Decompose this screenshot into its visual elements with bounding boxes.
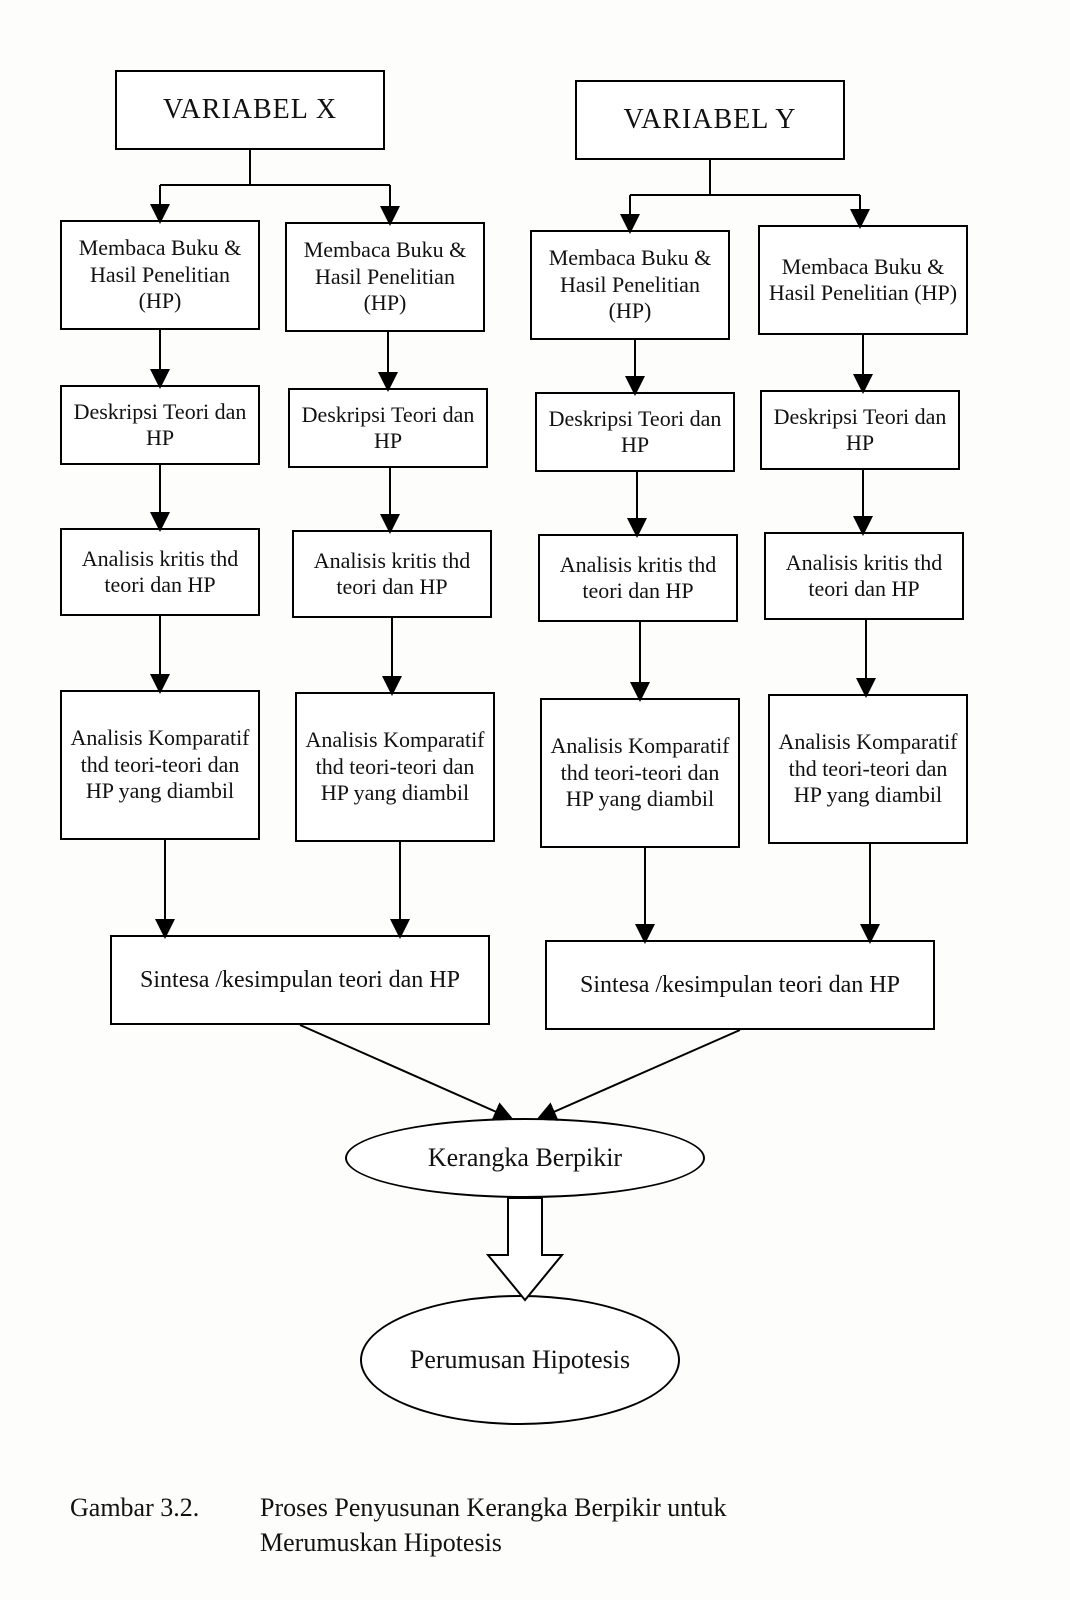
node-perumusan-hipotesis: Perumusan Hipotesis bbox=[360, 1295, 680, 1425]
node-membaca-3: Membaca Buku & Hasil Penelitian (HP) bbox=[530, 230, 730, 340]
label-analisis-komparatif-1: Analisis Komparatif thd teori-teori dan … bbox=[70, 725, 250, 804]
node-analisis-kritis-4: Analisis kritis thd teori dan HP bbox=[764, 532, 964, 620]
label-variabel-y: VARIABEL Y bbox=[623, 103, 796, 137]
node-membaca-1: Membaca Buku & Hasil Penelitian (HP) bbox=[60, 220, 260, 330]
node-analisis-kritis-2: Analisis kritis thd teori dan HP bbox=[292, 530, 492, 618]
node-kerangka-berpikir: Kerangka Berpikir bbox=[345, 1118, 705, 1198]
label-analisis-kritis-1: Analisis kritis thd teori dan HP bbox=[70, 546, 250, 599]
node-variabel-y: VARIABEL Y bbox=[575, 80, 845, 160]
node-analisis-komparatif-4: Analisis Komparatif thd teori-teori dan … bbox=[768, 694, 968, 844]
node-deskripsi-2: Deskripsi Teori dan HP bbox=[288, 388, 488, 468]
caption-text-line1: Proses Penyusunan Kerangka Berpikir untu… bbox=[260, 1490, 1020, 1525]
label-analisis-kritis-4: Analisis kritis thd teori dan HP bbox=[774, 550, 954, 603]
caption-text-line2: Merumuskan Hipotesis bbox=[260, 1525, 502, 1560]
node-membaca-2: Membaca Buku & Hasil Penelitian (HP) bbox=[285, 222, 485, 332]
label-deskripsi-4: Deskripsi Teori dan HP bbox=[770, 404, 950, 457]
label-membaca-3: Membaca Buku & Hasil Penelitian (HP) bbox=[540, 245, 720, 324]
label-sintesa-y: Sintesa /kesimpulan teori dan HP bbox=[580, 971, 900, 1000]
label-kerangka-berpikir: Kerangka Berpikir bbox=[428, 1142, 622, 1173]
label-analisis-komparatif-2: Analisis Komparatif thd teori-teori dan … bbox=[305, 727, 485, 806]
label-deskripsi-2: Deskripsi Teori dan HP bbox=[298, 402, 478, 455]
label-deskripsi-1: Deskripsi Teori dan HP bbox=[70, 399, 250, 452]
node-analisis-kritis-1: Analisis kritis thd teori dan HP bbox=[60, 528, 260, 616]
label-analisis-kritis-3: Analisis kritis thd teori dan HP bbox=[548, 552, 728, 605]
caption-label: Gambar 3.2. bbox=[70, 1490, 199, 1525]
node-deskripsi-4: Deskripsi Teori dan HP bbox=[760, 390, 960, 470]
page: VARIABEL X VARIABEL Y Membaca Buku & Has… bbox=[0, 0, 1070, 1600]
node-sintesa-x: Sintesa /kesimpulan teori dan HP bbox=[110, 935, 490, 1025]
node-sintesa-y: Sintesa /kesimpulan teori dan HP bbox=[545, 940, 935, 1030]
label-perumusan-hipotesis: Perumusan Hipotesis bbox=[410, 1344, 630, 1375]
label-membaca-2: Membaca Buku & Hasil Penelitian (HP) bbox=[295, 237, 475, 316]
label-analisis-kritis-2: Analisis kritis thd teori dan HP bbox=[302, 548, 482, 601]
label-membaca-4: Membaca Buku & Hasil Penelitian (HP) bbox=[768, 254, 958, 307]
node-analisis-komparatif-3: Analisis Komparatif thd teori-teori dan … bbox=[540, 698, 740, 848]
node-analisis-kritis-3: Analisis kritis thd teori dan HP bbox=[538, 534, 738, 622]
label-analisis-komparatif-4: Analisis Komparatif thd teori-teori dan … bbox=[778, 729, 958, 808]
node-deskripsi-1: Deskripsi Teori dan HP bbox=[60, 385, 260, 465]
node-analisis-komparatif-2: Analisis Komparatif thd teori-teori dan … bbox=[295, 692, 495, 842]
label-membaca-1: Membaca Buku & Hasil Penelitian (HP) bbox=[70, 235, 250, 314]
label-sintesa-x: Sintesa /kesimpulan teori dan HP bbox=[140, 966, 460, 995]
node-analisis-komparatif-1: Analisis Komparatif thd teori-teori dan … bbox=[60, 690, 260, 840]
node-membaca-4: Membaca Buku & Hasil Penelitian (HP) bbox=[758, 225, 968, 335]
label-deskripsi-3: Deskripsi Teori dan HP bbox=[545, 406, 725, 459]
label-analisis-komparatif-3: Analisis Komparatif thd teori-teori dan … bbox=[550, 733, 730, 812]
node-deskripsi-3: Deskripsi Teori dan HP bbox=[535, 392, 735, 472]
node-variabel-x: VARIABEL X bbox=[115, 70, 385, 150]
label-variabel-x: VARIABEL X bbox=[163, 93, 337, 127]
